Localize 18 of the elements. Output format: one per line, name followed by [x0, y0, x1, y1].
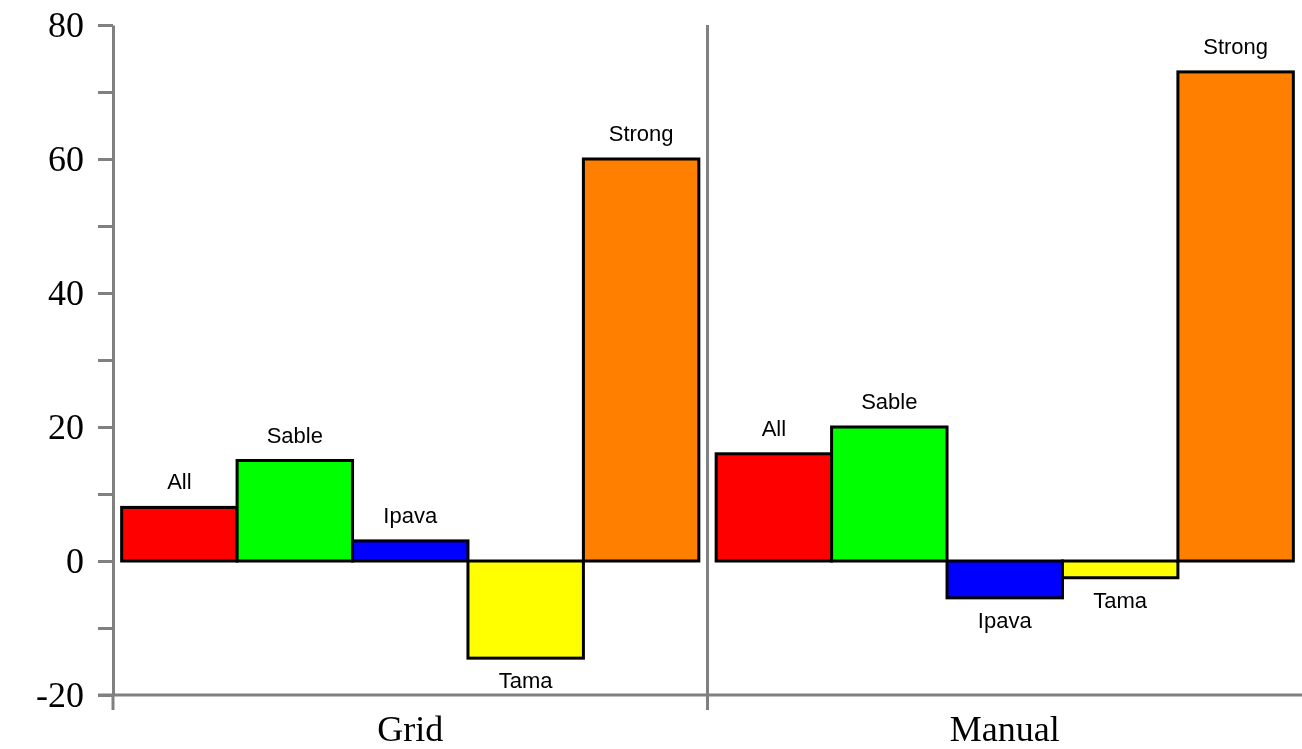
text: Ipava [383, 502, 438, 528]
y-tick-label: -20 [36, 675, 84, 716]
text: All [761, 415, 787, 441]
x-tick-label: Manual [949, 709, 1060, 749]
x-tick-label: Grid [377, 709, 444, 749]
y-tick-label: 40 [48, 273, 84, 314]
y-tick-label: 60 [48, 139, 84, 180]
series-label: Sable [266, 422, 323, 448]
series-label: Ipava [977, 607, 1033, 633]
y-tick-label: 80 [48, 5, 84, 46]
text: Strong [1203, 33, 1269, 59]
text: Tama [1093, 587, 1148, 613]
series-label: Strong [608, 121, 674, 146]
series-label: Tama [498, 668, 554, 694]
series-label: All [167, 469, 192, 495]
y-tick-label: 0 [66, 541, 84, 582]
y-tick-label: 20 [48, 407, 84, 448]
text: Sable [861, 389, 918, 414]
